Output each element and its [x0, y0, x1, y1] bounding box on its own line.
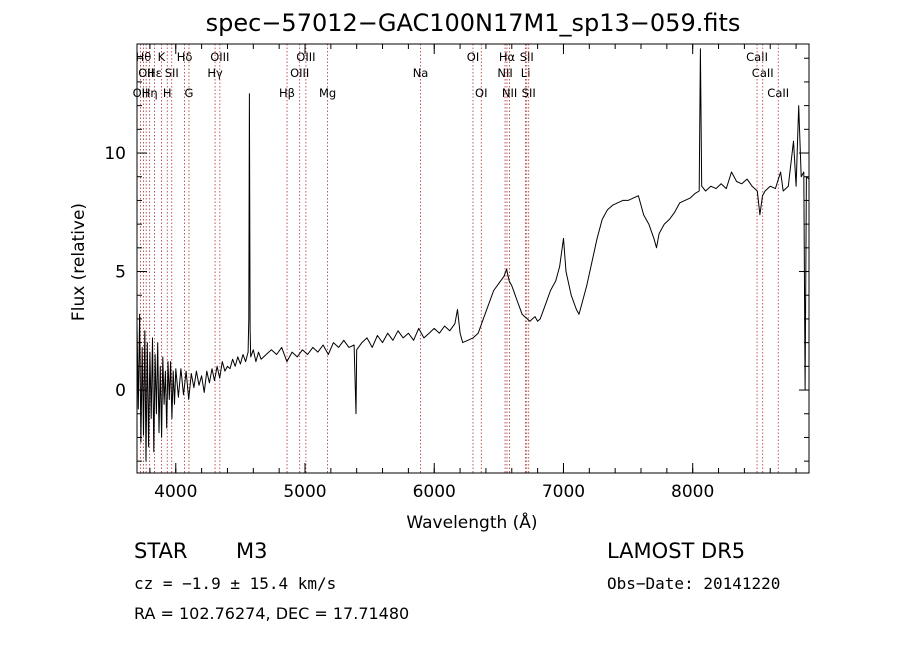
- reference-line-label: Hε: [147, 66, 162, 80]
- reference-line-label: OI: [467, 50, 479, 64]
- reference-line-label: NII: [497, 66, 512, 80]
- reference-lines: OIIHθOIIHηHεKHSIIHδGHγOIIIHβOIIIOIIIMgNa…: [133, 44, 789, 473]
- obs-date: Obs−Date: 20141220: [607, 574, 781, 593]
- reference-line-label: SII: [522, 86, 536, 100]
- y-tick-label: 5: [115, 263, 126, 283]
- y-tick-label: 0: [115, 381, 126, 401]
- reference-line-label: NII: [502, 86, 517, 100]
- axis-ticks: 4000 5000 6000 7000 8000 0 5 10: [104, 44, 809, 502]
- reference-line-label: Mg: [319, 86, 336, 100]
- reference-line-label: Hβ: [279, 86, 295, 100]
- reference-line-label: SII: [165, 66, 179, 80]
- reference-line-label: Hθ: [136, 50, 152, 64]
- survey-label: LAMOST DR5: [607, 539, 746, 563]
- reference-line-label: CaII: [746, 50, 768, 64]
- reference-line-label: G: [184, 86, 193, 100]
- reference-line-label: H: [163, 86, 172, 100]
- reference-line-label: OIII: [296, 50, 315, 64]
- x-axis-label: Wavelength (Å): [406, 511, 537, 533]
- redshift-readout: cz = −1.9 ± 15.4 km/s: [134, 574, 337, 593]
- y-axis-label: Flux (relative): [69, 203, 89, 321]
- reference-line-label: SII: [520, 50, 534, 64]
- chart-title: spec−57012−GAC100N17M1_sp13−059.fits: [206, 9, 741, 37]
- reference-line-label: Na: [413, 66, 429, 80]
- reference-line-label: Hδ: [177, 50, 193, 64]
- spectrum-series: [136, 48, 810, 462]
- y-tick-label: 10: [104, 144, 126, 164]
- x-tick-label: 5000: [283, 482, 326, 502]
- x-tick-label: 8000: [671, 482, 714, 502]
- reference-line-label: OI: [475, 86, 487, 100]
- reference-line-label: CaII: [752, 66, 774, 80]
- reference-line-label: OIII: [210, 50, 229, 64]
- reference-line-label: Hα: [499, 50, 516, 64]
- reference-line-label: OII: [138, 66, 154, 80]
- x-tick-label: 4000: [154, 482, 197, 502]
- plot-frame: [136, 43, 810, 474]
- x-tick-label: 6000: [413, 482, 456, 502]
- spectrum-line: [136, 48, 810, 462]
- reference-line-label: K: [158, 50, 166, 64]
- object-subclass: M3: [236, 539, 268, 563]
- object-class: STAR: [134, 539, 188, 563]
- reference-line-label: Hη: [142, 86, 158, 100]
- reference-line-label: OIII: [290, 66, 309, 80]
- coordinates-readout: RA = 102.76274, DEC = 17.71480: [134, 604, 410, 623]
- reference-line-label: CaII: [767, 86, 789, 100]
- reference-line-label: Hγ: [207, 66, 223, 80]
- reference-line-label: Li: [521, 66, 531, 80]
- x-tick-label: 7000: [542, 482, 585, 502]
